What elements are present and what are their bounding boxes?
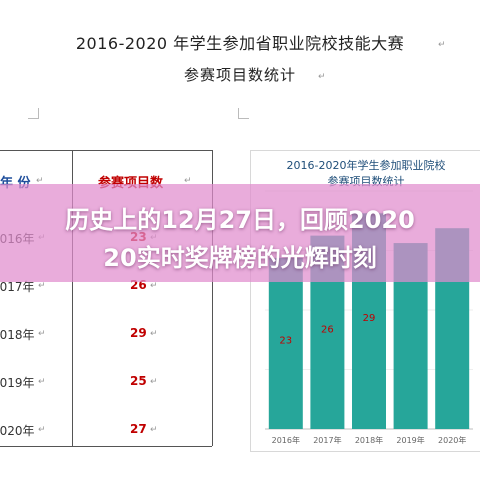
chart-x-tick-label: 2020年 xyxy=(438,435,466,445)
cell-mark-icon: ↵ xyxy=(38,377,46,387)
table-column-divider xyxy=(212,150,213,446)
table-cell-year: 2018年 xyxy=(0,328,35,342)
overlay-banner: 历史上的12月27日，回顾2020 20实时奖牌榜的光辉时刻 xyxy=(0,184,480,282)
chart-data-label: 29 xyxy=(363,313,376,324)
cell-mark-icon: ↵ xyxy=(38,425,46,435)
chart-x-tick-label: 2016年 xyxy=(272,435,300,445)
table-cell-year: 2020年 xyxy=(0,424,35,438)
table-row-divider xyxy=(0,150,212,151)
table-cell-year: 2019年 xyxy=(0,376,35,390)
cell-mark-icon: ↵ xyxy=(184,176,192,186)
banner-line-1: 历史上的12月27日，回顾2020 xyxy=(65,206,415,234)
table-column-divider xyxy=(72,150,73,446)
cell-mark-icon: ↵ xyxy=(150,329,158,339)
chart-data-label: 23 xyxy=(279,335,292,346)
document-title: 2016-2020 年学生参加省职业院校技能大赛 xyxy=(75,34,405,53)
chart-bar xyxy=(268,257,303,429)
table-row-divider xyxy=(0,446,212,447)
chart-x-tick-label: 2019年 xyxy=(396,435,424,445)
chart-title: 2016-2020年学生参加职业院校 xyxy=(286,159,446,172)
paragraph-mark-icon: ↵ xyxy=(318,72,326,82)
cell-mark-icon: ↵ xyxy=(150,281,158,291)
table-cell-count: 25 xyxy=(130,374,147,388)
cell-mark-icon: ↵ xyxy=(38,329,46,339)
chart-x-tick-label: 2017年 xyxy=(313,435,341,445)
table-cell-count: 29 xyxy=(130,326,147,340)
cell-mark-icon: ↵ xyxy=(150,425,158,435)
table-cell-count: 27 xyxy=(130,422,147,436)
cell-mark-icon: ↵ xyxy=(38,281,46,291)
chart-x-tick-label: 2018年 xyxy=(355,435,383,445)
chart-data-label: 26 xyxy=(321,324,334,335)
data-table: 年 份 参赛项目数 ↵ ↵ 2016年23↵↵2017年26↵↵2018年29↵… xyxy=(0,150,222,450)
cell-mark-icon: ↵ xyxy=(150,377,158,387)
paragraph-mark-icon: ↵ xyxy=(438,40,446,50)
table-cell-year: 2017年 xyxy=(0,280,35,294)
document-subtitle: 参赛项目数统计 xyxy=(183,66,296,84)
crop-mark-icon xyxy=(238,108,249,119)
cell-mark-icon: ↵ xyxy=(36,176,44,186)
banner-line-2: 20实时奖牌榜的光辉时刻 xyxy=(103,244,377,272)
crop-mark-icon xyxy=(28,108,39,119)
